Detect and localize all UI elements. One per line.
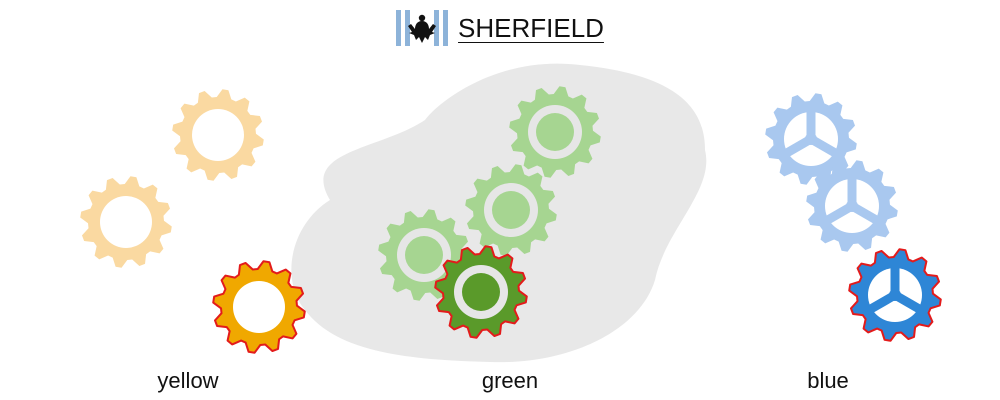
- blue-gear-active: [848, 248, 942, 342]
- green-gear-2: [465, 164, 557, 256]
- label-green: green: [481, 368, 539, 393]
- green-gear-1: [509, 86, 601, 178]
- brand-header: SHERFIELD: [0, 8, 1000, 48]
- blue-gear-1: [765, 93, 857, 185]
- label-blue: blue: [807, 368, 849, 393]
- green-gear-active: [434, 245, 528, 339]
- yellow-gear-active: [212, 260, 306, 354]
- blue-gear-2: [806, 160, 898, 252]
- label-yellow: yellow: [157, 368, 219, 393]
- brand-name: SHERFIELD: [458, 12, 604, 43]
- eagle-crest-icon: [396, 10, 449, 46]
- yellow-gear-1: [172, 89, 264, 181]
- yellow-gear-2: [80, 176, 172, 268]
